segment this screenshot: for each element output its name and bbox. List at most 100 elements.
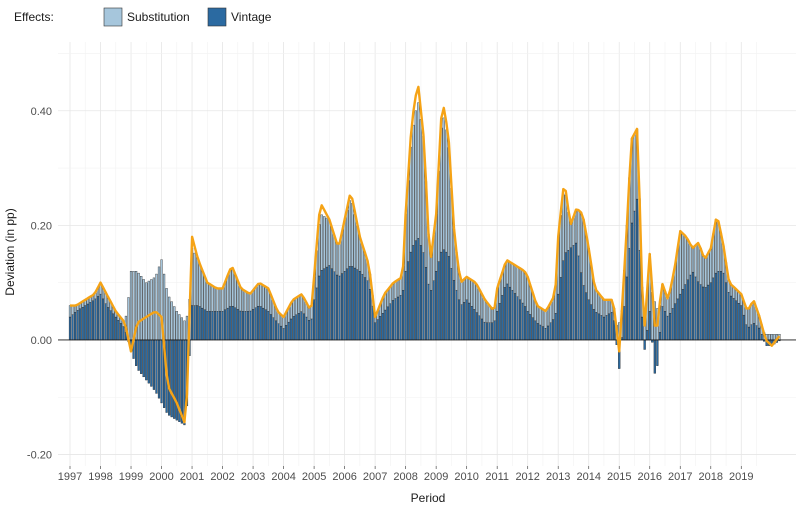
bar-substitution — [246, 292, 250, 312]
bar-substitution — [506, 260, 509, 285]
x-tick-label: 2011 — [485, 471, 509, 483]
bar-vintage — [745, 324, 748, 341]
bar-substitution — [579, 212, 583, 273]
bar-vintage — [511, 290, 514, 341]
bar-substitution — [249, 293, 252, 312]
bar-vintage — [488, 322, 491, 341]
bar-vintage — [648, 311, 651, 341]
bar-vintage — [254, 307, 257, 341]
bar-vintage — [409, 251, 412, 341]
bar-vintage — [196, 305, 199, 341]
bar-vintage — [564, 252, 567, 341]
bar-substitution — [193, 252, 196, 306]
bar-vintage — [142, 339, 145, 378]
bar-vintage — [518, 299, 522, 341]
bar-vintage — [549, 322, 552, 341]
bar-vintage — [173, 339, 176, 419]
bar-vintage — [747, 326, 751, 341]
bar-substitution — [142, 279, 145, 341]
bar-vintage — [496, 311, 499, 341]
bar-vintage — [213, 311, 217, 341]
bar-vintage — [656, 339, 659, 366]
bar-vintage — [569, 247, 573, 341]
bar-vintage — [684, 284, 687, 341]
bar-vintage — [602, 316, 606, 341]
bar-vintage — [366, 280, 369, 341]
bar-vintage — [351, 266, 354, 341]
bar-substitution — [71, 305, 74, 315]
x-tick-label: 2001 — [180, 471, 204, 483]
bar-vintage — [107, 307, 110, 341]
bar-vintage — [76, 310, 79, 341]
bar-vintage — [117, 320, 120, 341]
bar-vintage — [201, 307, 204, 341]
legend-swatch-vintage — [207, 7, 227, 27]
bar-vintage — [236, 309, 239, 341]
bar-vintage — [402, 290, 405, 341]
x-tick-label: 2019 — [729, 471, 753, 483]
bar-substitution — [201, 269, 204, 309]
bar-substitution — [68, 305, 72, 318]
bar-vintage — [333, 271, 336, 341]
bar-vintage — [623, 306, 626, 341]
bar-substitution — [180, 317, 183, 341]
x-tick-label: 1998 — [88, 471, 112, 483]
bar-vintage — [455, 290, 458, 341]
bar-vintage — [681, 289, 684, 341]
bar-vintage — [633, 210, 636, 341]
bar-substitution — [231, 267, 234, 307]
bar-vintage — [368, 289, 372, 341]
bar-substitution — [541, 309, 545, 327]
bar-substitution — [475, 284, 478, 313]
bar-substitution — [478, 289, 481, 316]
bar-substitution — [152, 277, 156, 341]
bar-vintage — [579, 272, 583, 341]
bar-substitution — [257, 283, 260, 307]
bar-vintage — [198, 306, 201, 341]
bar-substitution — [597, 293, 600, 315]
bar-substitution — [518, 268, 522, 301]
bar-vintage — [686, 279, 689, 341]
bar-vintage — [168, 339, 171, 416]
bar-vintage — [267, 311, 270, 341]
bar-vintage — [671, 308, 674, 341]
bar-vintage — [259, 306, 262, 341]
bar-vintage — [190, 305, 194, 341]
bar-vintage — [470, 306, 473, 341]
bar-vintage — [221, 311, 224, 341]
bar-vintage — [335, 274, 339, 341]
bar-vintage — [457, 299, 461, 341]
bar-substitution — [325, 217, 328, 268]
bar-vintage — [340, 273, 344, 341]
bar-substitution — [226, 275, 229, 309]
bar-vintage — [358, 271, 361, 341]
bar-vintage — [112, 313, 115, 341]
bar-substitution — [569, 223, 573, 248]
bar-vintage — [572, 245, 575, 341]
legend-label-substitution: Substitution — [127, 10, 190, 24]
x-tick-label: 2000 — [149, 471, 173, 483]
bar-substitution — [229, 269, 232, 307]
x-tick-label: 2010 — [454, 471, 478, 483]
bar-vintage — [643, 339, 646, 350]
bar-substitution — [745, 308, 748, 325]
bar-substitution — [465, 276, 468, 301]
bar-substitution — [330, 227, 333, 269]
x-tick-label: 2016 — [638, 471, 662, 483]
bar-substitution — [463, 279, 466, 303]
bar-vintage — [712, 277, 715, 341]
bar-substitution — [323, 216, 326, 269]
bar-vintage — [218, 311, 222, 341]
x-tick-label: 2014 — [576, 471, 600, 483]
bar-vintage — [407, 261, 410, 341]
bar-vintage — [323, 268, 326, 341]
bar-vintage — [508, 286, 511, 341]
bar-substitution — [218, 288, 222, 312]
bar-vintage — [295, 314, 298, 341]
bar-substitution — [460, 281, 463, 305]
bar-vintage — [429, 290, 433, 341]
bar-vintage — [257, 306, 260, 341]
bar-vintage — [297, 313, 300, 341]
bar-substitution — [147, 280, 150, 341]
bar-substitution — [320, 214, 323, 271]
